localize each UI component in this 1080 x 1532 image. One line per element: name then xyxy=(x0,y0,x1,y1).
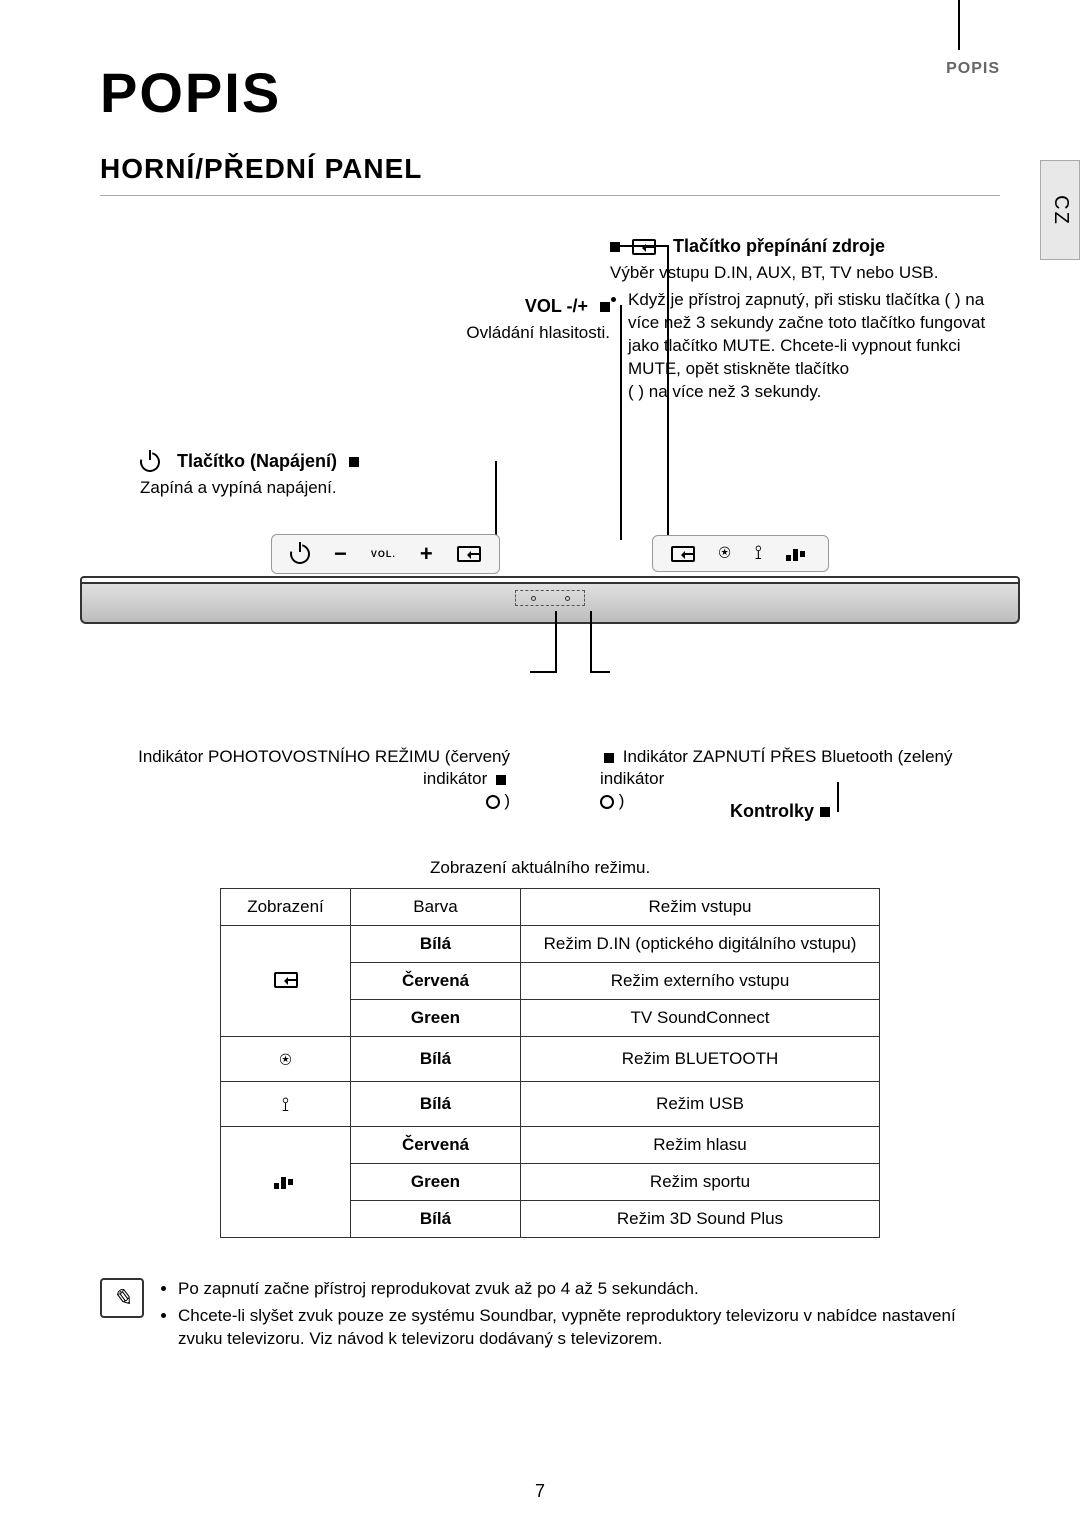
cell-color: Bílá xyxy=(351,1201,521,1238)
page-title: POPIS xyxy=(100,60,1000,125)
note-icon: ✎ xyxy=(100,1278,144,1318)
callout-vol: VOL -/+ Ovládání hlasitosti. xyxy=(350,296,610,343)
callout-marker xyxy=(604,753,614,763)
vol-plus-icon: + xyxy=(420,541,433,567)
table-row: ⍟ Bílá Režim BLUETOOTH xyxy=(221,1037,880,1082)
eq-icon xyxy=(274,1175,298,1189)
source-icon xyxy=(457,546,481,562)
cell-color: Green xyxy=(351,1000,521,1037)
callout-marker xyxy=(349,457,359,467)
usb-icon: ⟟ xyxy=(755,542,762,565)
note-block: ✎ Po zapnutí začne přístroj reprodukovat… xyxy=(100,1278,1000,1355)
cell-mode: Režim hlasu xyxy=(521,1127,880,1164)
page-number: 7 xyxy=(535,1481,545,1502)
eq-icon xyxy=(786,547,810,561)
connector-line xyxy=(667,245,669,541)
th-color: Barva xyxy=(351,889,521,926)
led-dot-icon xyxy=(486,795,500,809)
connector-line xyxy=(495,461,497,541)
led-dot-icon xyxy=(600,795,614,809)
callout-marker xyxy=(600,302,610,312)
usb-icon: ⟟ xyxy=(282,1094,289,1116)
section-subtitle: HORNÍ/PŘEDNÍ PANEL xyxy=(100,153,1000,185)
connector-line xyxy=(530,671,557,673)
cell-mode: Režim sportu xyxy=(521,1164,880,1201)
source-note: Když je přístroj zapnutý, při stisku tla… xyxy=(628,289,990,404)
cell-mode: Režim externího vstupu xyxy=(521,963,880,1000)
cell-color: Bílá xyxy=(351,1037,521,1082)
vol-desc: Ovládání hlasitosti. xyxy=(350,323,610,343)
mode-table: Zobrazení Barva Režim vstupu Bílá Režim … xyxy=(220,888,880,1238)
cell-icon: ⟟ xyxy=(221,1082,351,1127)
cell-color: Bílá xyxy=(351,1082,521,1127)
callout-marker xyxy=(496,775,506,785)
table-row: ⟟ Bílá Režim USB xyxy=(221,1082,880,1127)
vol-text: VOL. xyxy=(371,549,396,559)
source-icon xyxy=(274,972,298,988)
connector-line xyxy=(555,611,557,671)
power-label: Tlačítko (Napájení) xyxy=(177,451,337,472)
callout-region: VOL -/+ Ovládání hlasitosti. Tlačítko (N… xyxy=(100,221,1000,681)
cell-mode: TV SoundConnect xyxy=(521,1000,880,1037)
callout-power: Tlačítko (Napájení) Zapíná a vypíná napá… xyxy=(140,451,480,498)
power-icon xyxy=(290,544,310,564)
control-panel-left: − VOL. + xyxy=(271,534,500,574)
cell-icon: ⍟ xyxy=(221,1037,351,1082)
power-desc: Zapíná a vypíná napájení. xyxy=(140,478,480,498)
bluetooth-icon: ⍟ xyxy=(719,542,731,565)
cell-color: Bílá xyxy=(351,926,521,963)
th-mode: Režim vstupu xyxy=(521,889,880,926)
bt-indicator-label: Indikátor ZAPNUTÍ PŘES Bluetooth (zelený… xyxy=(600,746,980,812)
connector-line xyxy=(590,671,610,673)
vol-label: VOL -/+ xyxy=(525,296,588,317)
kontrolky-section: Kontrolky Zobrazení aktuálního režimu. Z… xyxy=(100,801,1000,1238)
cell-mode: Režim USB xyxy=(521,1082,880,1127)
cell-mode: Režim BLUETOOTH xyxy=(521,1037,880,1082)
table-row: Červená Režim hlasu xyxy=(221,1127,880,1164)
kontrolky-desc: Zobrazení aktuálního režimu. xyxy=(100,858,1000,878)
section-divider xyxy=(100,195,1000,196)
source-label: Tlačítko přepínání zdroje xyxy=(673,236,885,257)
led-panel xyxy=(515,590,585,606)
source-icon xyxy=(671,546,695,562)
bluetooth-icon: ⍟ xyxy=(280,1049,292,1071)
cell-color: Green xyxy=(351,1164,521,1201)
soundbar-diagram: − VOL. + ⍟ ⟟ xyxy=(80,531,1020,626)
th-display: Zobrazení xyxy=(221,889,351,926)
cell-icon xyxy=(221,926,351,1037)
cell-mode: Režim D.IN (optického digitálního vstupu… xyxy=(521,926,880,963)
table-header-row: Zobrazení Barva Režim vstupu xyxy=(221,889,880,926)
cell-color: Červená xyxy=(351,1127,521,1164)
power-icon xyxy=(140,452,160,472)
standby-indicator-label: Indikátor POHOTOVOSTNÍHO REŽIMU (červený… xyxy=(110,746,510,812)
cell-icon xyxy=(221,1127,351,1238)
indicator-panel-right: ⍟ ⟟ xyxy=(652,535,829,572)
connector-line xyxy=(837,782,839,812)
note-item: Po zapnutí začne přístroj reprodukovat z… xyxy=(178,1278,1000,1301)
vol-minus-icon: − xyxy=(334,541,347,567)
connector-line xyxy=(610,245,668,247)
cell-color: Červená xyxy=(351,963,521,1000)
connector-line xyxy=(590,611,592,671)
cell-mode: Režim 3D Sound Plus xyxy=(521,1201,880,1238)
table-row: Bílá Režim D.IN (optického digitálního v… xyxy=(221,926,880,963)
note-item: Chcete-li slyšet zvuk pouze ze systému S… xyxy=(178,1305,1000,1351)
